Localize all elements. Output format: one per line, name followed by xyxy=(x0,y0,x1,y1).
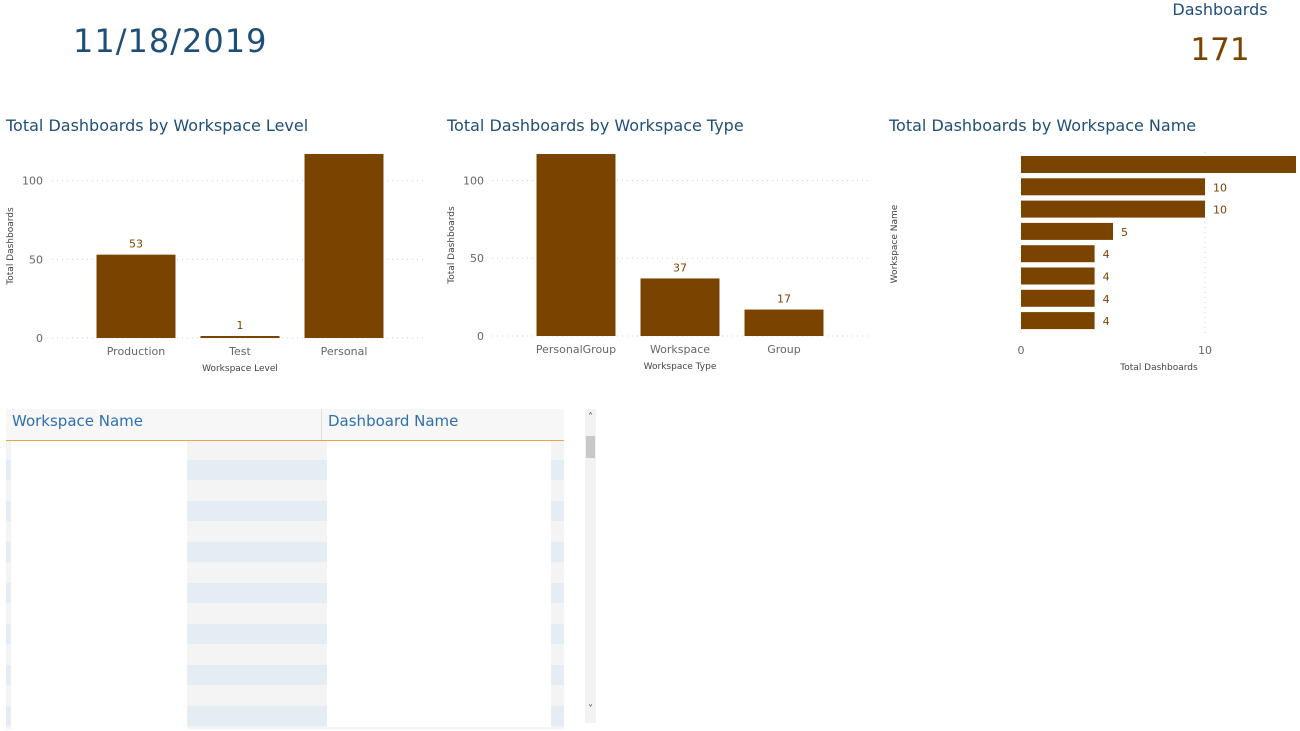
scroll-down-icon[interactable]: ˅ xyxy=(588,704,593,715)
report-date: 11/18/2019 xyxy=(73,22,268,60)
bar-personalgroup xyxy=(536,154,616,336)
bar-production xyxy=(96,254,176,338)
bar-test xyxy=(200,336,280,338)
chart-workspace-type[interactable]: 0 50 100 PersonalGroup 37 Workspace 17 Group Wor… xyxy=(447,154,868,372)
x-tick-label: Workspace xyxy=(650,343,710,356)
y-axis-title: Total Dashboards xyxy=(447,206,457,285)
bar-workspace-4 xyxy=(1021,222,1113,240)
x-tick-label: 0 xyxy=(1018,344,1025,357)
y-tick-label: 100 xyxy=(463,174,484,187)
table-body xyxy=(6,441,564,729)
column-header-workspace-name[interactable]: Workspace Name xyxy=(6,409,322,440)
column-header-dashboard-name[interactable]: Dashboard Name xyxy=(328,412,459,430)
dashboards-card-label: Dashboards xyxy=(1172,0,1268,19)
table-header: Workspace Name Dashboard Name xyxy=(6,409,564,441)
data-label: 4 xyxy=(1103,293,1110,306)
dashboards-card-value: 171 xyxy=(1190,32,1250,68)
dashboards-table[interactable]: Workspace Name Dashboard Name xyxy=(6,409,564,729)
bar-workspace xyxy=(640,278,720,336)
x-tick-label: PersonalGroup xyxy=(536,343,616,356)
data-label: 53 xyxy=(129,238,143,251)
bar-workspace-1 xyxy=(1021,156,1296,173)
blank-cell-area xyxy=(11,441,187,729)
chart-workspace-level[interactable]: 0 50 100 53 Production 1 Test Personal Workspace… xyxy=(6,154,425,374)
data-label: 37 xyxy=(673,261,687,274)
x-tick-label: Personal xyxy=(321,345,368,358)
bar-workspace-5 xyxy=(1021,245,1095,263)
bar-workspace-8 xyxy=(1021,312,1095,330)
y-tick-label: 50 xyxy=(29,253,43,266)
scroll-up-icon[interactable]: ˄ xyxy=(588,412,593,423)
x-tick-label: Test xyxy=(228,345,251,358)
y-tick-label: 100 xyxy=(22,175,43,188)
x-axis-title: Workspace Type xyxy=(644,362,717,372)
bar-group xyxy=(744,309,824,336)
x-tick-label: 10 xyxy=(1198,344,1212,357)
y-tick-label: 0 xyxy=(477,330,484,343)
bar-workspace-3 xyxy=(1021,200,1205,218)
table-scrollbar[interactable]: ˄ ˅ xyxy=(585,409,596,723)
x-tick-label: Production xyxy=(107,345,166,358)
data-label: 1 xyxy=(237,319,244,332)
y-axis-title: Total Dashboards xyxy=(6,207,16,286)
scroll-thumb[interactable] xyxy=(586,436,595,458)
chart-title-workspace-name: Total Dashboards by Workspace Name xyxy=(889,116,1197,135)
data-label: 4 xyxy=(1103,248,1110,261)
x-tick-label: Group xyxy=(767,343,801,356)
data-label: 17 xyxy=(777,293,791,306)
data-label: 4 xyxy=(1103,315,1110,328)
bar-workspace-6 xyxy=(1021,267,1095,285)
data-label: 4 xyxy=(1103,271,1110,284)
x-axis-title: Workspace Level xyxy=(202,364,278,374)
data-label: 10 xyxy=(1213,204,1227,217)
data-label: 10 xyxy=(1213,181,1227,194)
blank-cell-area xyxy=(327,441,551,727)
chart-title-workspace-level: Total Dashboards by Workspace Level xyxy=(6,116,309,135)
bar-workspace-2 xyxy=(1021,178,1205,196)
chart-title-workspace-type: Total Dashboards by Workspace Type xyxy=(447,116,744,135)
data-label: 5 xyxy=(1121,226,1128,239)
y-axis-title: Workspace Name xyxy=(890,204,900,283)
y-tick-label: 50 xyxy=(470,252,484,265)
y-tick-label: 0 xyxy=(36,332,43,345)
bar-workspace-7 xyxy=(1021,289,1095,307)
x-axis-title: Total Dashboards xyxy=(1119,363,1198,373)
bar-personal xyxy=(304,154,384,338)
